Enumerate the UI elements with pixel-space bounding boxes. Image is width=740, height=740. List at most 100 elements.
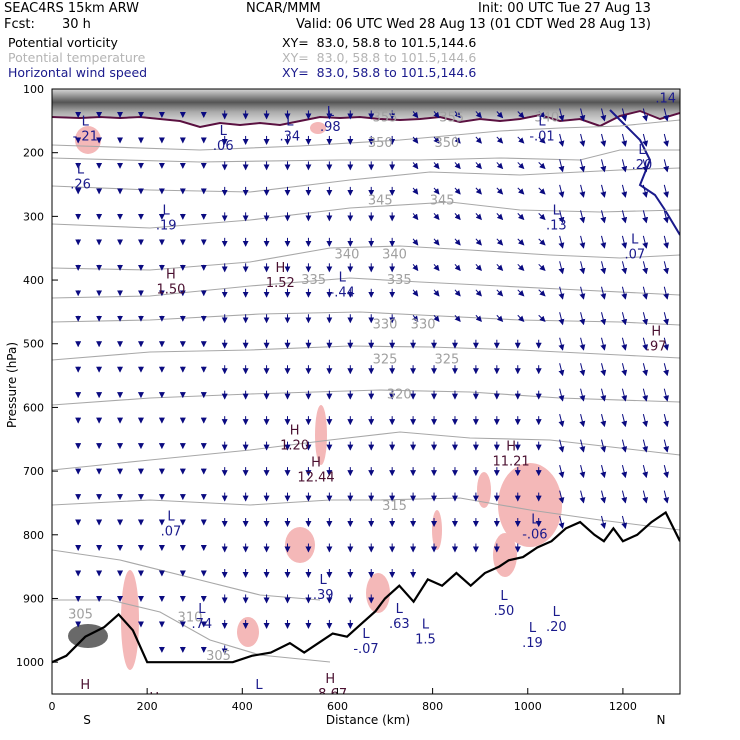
- wind-arrow: [579, 184, 586, 198]
- pv-extrema-labels: L-.21L.26L.06L.34L.98L.19L-.01L.13L.07H1…: [70, 89, 676, 708]
- theta-contour: [52, 201, 680, 229]
- wind-arrow: [475, 136, 482, 144]
- wind-arrow: [600, 286, 607, 300]
- legend-pv-xy: XY= 83.0, 58.8 to 101.5,144.6: [282, 35, 477, 50]
- extremum-value: 1.20: [280, 438, 309, 453]
- theta-label: 350: [434, 136, 459, 151]
- extremum-type: L: [82, 115, 90, 130]
- extremum-type: L: [396, 602, 404, 617]
- wind-arrow: [475, 314, 482, 323]
- wind-arrow: [579, 133, 586, 147]
- wind-arrow: [517, 213, 525, 221]
- pv-anomaly: [498, 463, 562, 547]
- wind-arrow: [642, 235, 649, 249]
- legend-theta-field: Potential temperature: [8, 50, 146, 65]
- wind-arrow: [538, 162, 546, 170]
- wind-arrow: [412, 111, 419, 119]
- theta-contour: [52, 245, 680, 271]
- extremum-value: .97: [646, 340, 667, 355]
- theta-label: 330: [373, 318, 398, 333]
- y-tick-label: 300: [23, 210, 44, 223]
- extremum-type: L: [531, 513, 539, 528]
- wind-arrow: [538, 289, 546, 297]
- extremum-value: 5.05: [71, 693, 100, 708]
- wind-arrow: [600, 133, 607, 147]
- wind-arrow: [663, 286, 669, 300]
- wind-arrow: [475, 263, 482, 272]
- wind-arrow: [621, 515, 628, 530]
- wind-arrow: [621, 235, 628, 249]
- wind-arrow: [433, 264, 440, 272]
- legend-pv-field: Potential vorticity: [8, 35, 118, 50]
- wind-arrow: [538, 314, 546, 322]
- pv-anomaly: [432, 510, 442, 550]
- extremum-value: -.01: [529, 130, 554, 145]
- wind-arrow: [600, 108, 607, 122]
- pv-anomaly: [310, 122, 326, 134]
- extremum-type: L: [538, 115, 546, 130]
- wind-arrow: [517, 111, 525, 119]
- wind-arrow: [621, 108, 628, 122]
- model-title: SEAC4RS 15km ARW: [4, 1, 140, 16]
- wind-arrow: [412, 162, 419, 170]
- wind-arrow: [579, 235, 586, 249]
- wind-arrow: [538, 187, 546, 195]
- wind-arrow: [517, 263, 525, 272]
- theta-contour: [52, 497, 680, 531]
- wind-arrow: [538, 111, 546, 119]
- extremum-value: .74: [192, 617, 213, 632]
- wind-arrow: [663, 235, 669, 249]
- theta-label: 335: [387, 273, 412, 288]
- wind-arrow: [621, 261, 628, 275]
- extremum-value: .19: [156, 219, 177, 234]
- wind-arrow: [600, 312, 607, 326]
- extremum-type: L: [553, 605, 561, 620]
- y-tick-label: 1000: [16, 656, 44, 669]
- legend-wind-xy: XY= 83.0, 58.8 to 101.5,144.6: [282, 65, 477, 80]
- extremum-value: -.07: [353, 642, 378, 657]
- wind-arrow: [600, 363, 607, 377]
- x-tick-label: 0: [49, 700, 56, 713]
- wind-arrow: [642, 184, 649, 198]
- wind-vectors: [75, 108, 669, 655]
- wind-arrow: [579, 261, 586, 275]
- wind-arrow: [538, 238, 546, 246]
- theta-contour: [52, 345, 680, 361]
- x-tick-label: 1200: [609, 700, 637, 713]
- wind-arrow: [663, 363, 669, 377]
- wind-arrow: [558, 312, 565, 326]
- wind-arrow: [412, 187, 419, 195]
- wind-arrow: [600, 210, 607, 224]
- x-tick-label: 400: [232, 700, 253, 713]
- extremum-type: L: [638, 143, 646, 158]
- wind-arrow: [558, 464, 565, 479]
- wind-arrow: [496, 289, 504, 297]
- wind-arrow: [454, 314, 461, 323]
- wind-arrow: [496, 263, 504, 272]
- extremum-type: L: [339, 271, 347, 286]
- extremum-value: 11.21: [492, 454, 529, 469]
- extremum-type: L: [77, 162, 85, 177]
- theta-contour: [52, 119, 680, 151]
- wind-arrow: [558, 286, 565, 300]
- wind-arrow: [517, 136, 525, 144]
- wind-arrow: [454, 289, 461, 297]
- wind-arrow: [579, 159, 586, 173]
- wind-arrow: [558, 210, 565, 224]
- theta-contour: [52, 549, 321, 601]
- wind-arrow: [663, 133, 669, 147]
- wind-arrow: [579, 439, 586, 453]
- theta-label: 340: [534, 111, 559, 126]
- wind-arrow: [600, 464, 607, 479]
- pv-anomaly: [493, 533, 517, 577]
- wind-arrow: [621, 464, 628, 479]
- extremum-value: .07: [624, 247, 645, 262]
- pv-anomaly: [315, 405, 327, 465]
- extremum-value: .34: [280, 130, 301, 145]
- wind-arrow: [517, 162, 525, 170]
- wind-arrow: [558, 235, 565, 249]
- extremum-type: H: [275, 261, 285, 276]
- wind-arrow: [412, 289, 419, 297]
- theta-labels: 355 355 350 350 345 345 340 340 335 335 330 330 325 3…: [68, 111, 559, 664]
